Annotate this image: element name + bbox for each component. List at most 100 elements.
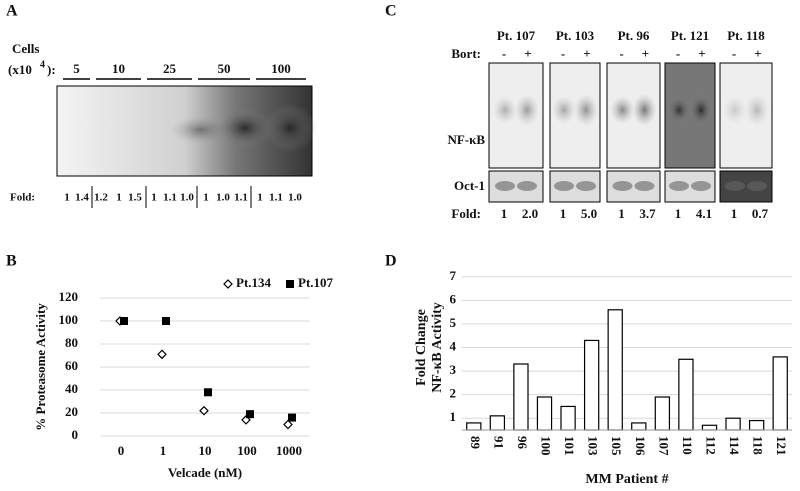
x-tick-label: 10 [199,443,212,458]
data-point [120,317,128,325]
gel-band [610,96,635,124]
data-point [288,413,296,422]
bar [725,417,741,431]
gel-band [669,181,689,191]
x-tick-label: 107 [656,436,671,456]
fold-value: 1 [618,206,625,221]
fold-label: Fold: [451,206,481,221]
bar [583,339,600,431]
legend-label: Pt.134 [236,275,272,290]
band-label: Oct-1 [454,178,485,193]
bar [536,396,553,431]
panel-label: D [385,253,397,270]
fold-value: 1 [203,192,209,204]
gel-band [691,181,711,191]
bar [489,415,506,431]
legend-label: Pt.107 [298,275,334,290]
x-tick-label: 0 [118,443,125,458]
y-tick-label: 60 [65,358,78,373]
units-label: (x10 [8,62,32,77]
panel-label: B [6,253,17,270]
x-tick-label: 96 [515,436,530,450]
x-tick-label: 89 [468,436,483,450]
fold-value: 1 [64,192,70,204]
bar [466,422,482,431]
x-tick-label: 105 [609,436,624,456]
gel-band [612,181,633,191]
legend-marker [286,280,294,288]
y-axis-label: Fold Change [414,309,429,386]
data-point [283,419,293,430]
fold-value: 4.1 [696,206,712,221]
gel-band [495,181,515,191]
x-tick-label: 118 [751,436,766,455]
x-axis-label: MM Patient # [585,472,668,487]
gel-band [632,94,657,126]
cells-label: Cells [12,41,39,56]
fold-value: 3.7 [639,206,656,221]
x-tick-label: 121 [774,436,789,456]
band-label: NF-κB [447,132,485,147]
gel-band [667,96,691,124]
bar [748,419,765,431]
y-axis-label: % Proteasome Activity [33,303,48,431]
fold-value: 1 [731,206,738,221]
gel-band [517,181,537,191]
bar [513,363,529,431]
minus-label: - [676,46,680,61]
minus-label: - [561,46,565,61]
gel-band [689,94,713,126]
gel-band [574,94,598,126]
plus-label: + [524,46,531,61]
gel-band [576,181,596,191]
x-tick-label: 100 [539,436,554,456]
bar [701,424,718,431]
minus-label: - [732,46,736,61]
x-tick-label: 114 [727,436,742,455]
plus-label: + [698,46,705,61]
lane-label: 100 [271,61,291,76]
treatment-label: Bort: [451,46,481,61]
y-tick-label: 7 [450,268,457,283]
panel-label: C [385,3,397,20]
x-tick-label: 112 [704,436,719,455]
data-point [162,317,170,325]
fold-value: 5.0 [581,206,597,221]
fold-value: 1 [257,192,263,204]
plus-label: + [642,46,649,61]
patient-label: Pt. 121 [671,28,709,43]
fold-value: 1 [116,192,122,204]
gel-band [723,96,747,124]
bar [631,422,647,431]
fold-value: 1.2 [94,192,108,204]
x-tick-label: 100 [237,443,257,458]
bar [654,396,671,431]
lane-label: 25 [163,61,177,76]
y-tick-label: 6 [450,291,457,306]
x-tick-label: 110 [680,436,695,455]
gel-band [745,94,769,126]
gel-band [554,181,574,191]
plus-label: + [754,46,761,61]
gel-band [552,96,576,124]
y-tick-label: 4 [450,338,457,353]
units-close: ): [47,62,56,77]
gel-band [634,181,655,191]
x-tick-label: 1 [160,443,167,458]
fold-value: 1 [501,206,508,221]
gel-band [515,94,539,126]
patient-label: Pt. 96 [618,28,650,43]
data-point [204,388,212,397]
gel-band [493,96,517,124]
bar [678,358,694,431]
fold-value: 1.1 [234,192,248,204]
bar [772,356,788,431]
y-tick-label: 3 [450,362,457,377]
plus-label: + [583,46,590,61]
legend-marker [223,279,233,289]
minus-label: - [619,46,623,61]
x-tick-label: 103 [586,436,601,456]
fold-value: 1.1 [269,192,283,204]
patient-label: Pt. 118 [727,28,765,43]
units-exponent: 4 [40,59,45,70]
